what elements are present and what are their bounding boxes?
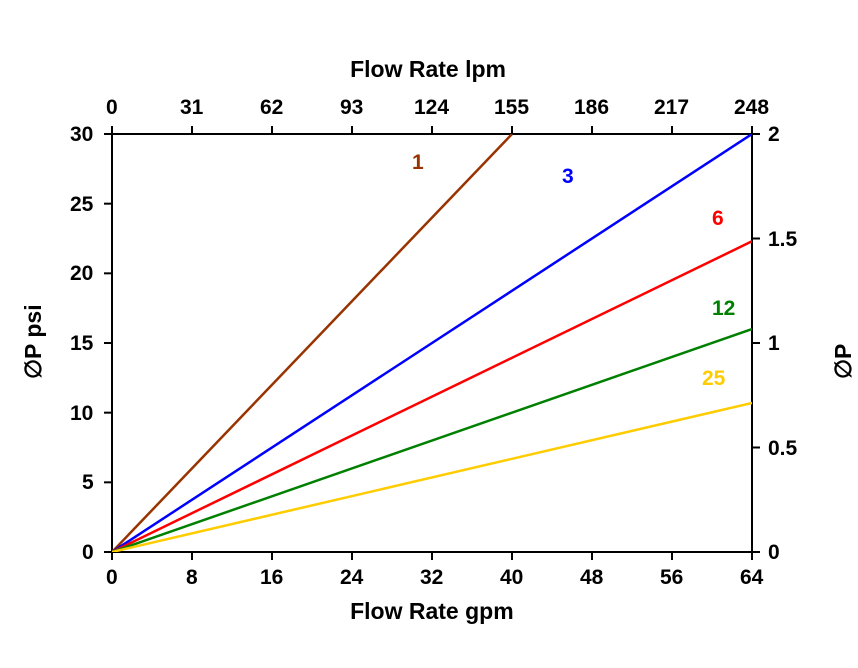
xb-tick-64: 64 <box>740 566 763 590</box>
series-label-1: 1 <box>412 151 424 175</box>
xt-tick-62: 62 <box>260 96 283 120</box>
xb-tick-56: 56 <box>660 566 683 590</box>
yl-tick-5: 5 <box>82 471 94 495</box>
xb-tick-8: 8 <box>186 566 198 590</box>
xt-tick-31: 31 <box>180 96 203 120</box>
yl-tick-0: 0 <box>82 541 94 565</box>
series-6 <box>112 241 752 552</box>
xb-tick-24: 24 <box>340 566 363 590</box>
xb-tick-48: 48 <box>580 566 603 590</box>
xb-tick-16: 16 <box>260 566 283 590</box>
xt-tick-93: 93 <box>340 96 363 120</box>
series-label-6: 6 <box>712 207 724 231</box>
xt-tick-155: 155 <box>494 96 529 120</box>
yr-tick-2: 2 <box>768 123 780 147</box>
series-label-3: 3 <box>562 165 574 189</box>
yr-tick-0.5: 0.5 <box>768 437 797 461</box>
yl-tick-20: 20 <box>70 262 93 286</box>
xt-tick-124: 124 <box>414 96 449 120</box>
yl-tick-25: 25 <box>70 193 93 217</box>
xb-tick-0: 0 <box>106 566 118 590</box>
yr-tick-1.5: 1.5 <box>768 228 797 252</box>
series-3 <box>112 134 752 552</box>
yl-tick-10: 10 <box>70 402 93 426</box>
y-right-title: ∅P bar <box>830 343 858 379</box>
x-top-title: Flow Rate lpm <box>350 56 506 83</box>
xt-tick-248: 248 <box>734 96 769 120</box>
y-left-title: ∅P psi <box>20 304 47 379</box>
yr-tick-0: 0 <box>768 541 780 565</box>
xb-tick-40: 40 <box>500 566 523 590</box>
xt-tick-217: 217 <box>654 96 689 120</box>
series-12 <box>112 329 752 552</box>
series-label-12: 12 <box>712 297 735 321</box>
yl-tick-30: 30 <box>70 123 93 147</box>
series-1 <box>112 134 512 552</box>
x-bottom-title: Flow Rate gpm <box>350 598 514 625</box>
series-25 <box>112 403 752 552</box>
xb-tick-32: 32 <box>420 566 443 590</box>
xt-tick-0: 0 <box>106 96 118 120</box>
yr-tick-1: 1 <box>768 332 780 356</box>
series-label-25: 25 <box>702 367 725 391</box>
yl-tick-15: 15 <box>70 332 93 356</box>
xt-tick-186: 186 <box>574 96 609 120</box>
pressure-flow-chart: 0816243240485664031629312415518621724805… <box>0 0 858 668</box>
